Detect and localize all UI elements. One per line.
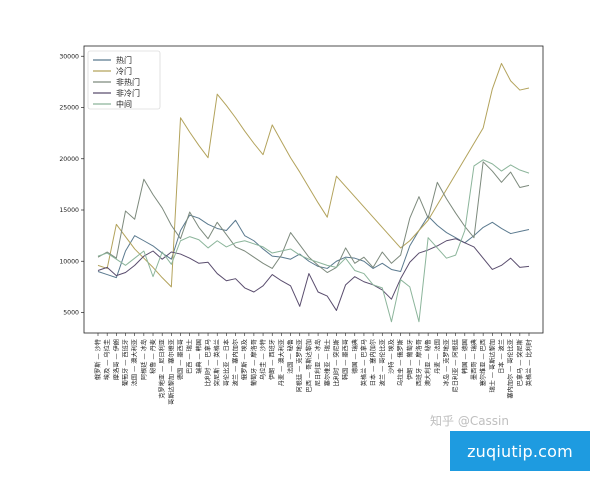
x-tick-label: 韩国 — 墨西哥 — [342, 339, 350, 380]
x-tick-label: 澳大利亚 — 秘鲁 — [424, 339, 432, 386]
site-badge-label: zuqiutip.com — [467, 441, 573, 461]
x-tick-label: 塞尔维亚 — 瑞士 — [323, 339, 331, 386]
y-tick-label: 25000 — [59, 105, 79, 112]
x-tick-label: 巴西 — 瑞士 — [186, 339, 194, 374]
y-tick-label: 20000 — [59, 156, 79, 163]
x-tick-label: 葡萄牙 — 西班牙 — [122, 339, 130, 386]
series-line-4 — [97, 238, 530, 311]
x-tick-label: 比利时 — 突尼斯 — [332, 339, 340, 386]
x-tick-label: 丹麦 — 法国 — [433, 339, 441, 374]
watermark-text: 知乎 @Cassin — [430, 414, 509, 428]
legend-label: 非热门 — [116, 77, 140, 87]
x-tick-label: 尼日利亚 — 冰岛 — [314, 339, 322, 386]
x-tick-label: 塞尔维亚 — 巴西 — [479, 339, 487, 386]
x-tick-label: 巴拿马 — 突尼斯 — [516, 339, 524, 386]
series-line-5 — [97, 159, 530, 323]
x-tick-label: 哥伦比亚 — 日本 — [222, 339, 230, 386]
plot-area — [83, 45, 544, 334]
x-tick-label: 秘鲁 — 丹麦 — [149, 339, 157, 374]
x-tick-label: 德国 — 墨西哥 — [177, 339, 185, 380]
x-tick-label: 哥斯达黎加 — 塞尔维亚 — [167, 339, 175, 405]
x-tick-label: 塞内加尔 — 哥伦比亚 — [507, 339, 515, 399]
x-tick-label: 日本 — 塞内加尔 — [369, 339, 377, 386]
series-line-1 — [97, 214, 530, 279]
legend-box — [87, 50, 161, 110]
x-axis: 俄罗斯 — 沙特 埃及 — 乌拉圭 摩洛哥 — 伊朗 葡萄牙 — 西班牙 法国 — 澳大… — [94, 333, 533, 405]
x-tick-label: 冰岛 — 克罗地亚 — [442, 339, 450, 386]
legend-label: 热门 — [116, 55, 132, 65]
x-tick-label: 韩国 — 德国 — [461, 339, 469, 374]
x-tick-label: 波兰 — 塞内加尔 — [232, 339, 240, 386]
x-tick-label: 沙特 — 埃及 — [387, 339, 395, 374]
series-line-2 — [97, 62, 530, 288]
x-tick-label: 波兰 — 哥伦比亚 — [378, 339, 386, 386]
x-tick-label: 俄罗斯 — 沙特 — [94, 339, 102, 380]
x-tick-label: 伊朗 — 西班牙 — [268, 339, 276, 380]
x-tick-label: 伊朗 — 葡萄牙 — [406, 339, 414, 380]
y-tick-label: 10000 — [59, 258, 79, 265]
x-tick-label: 法国 — 秘鲁 — [287, 339, 295, 374]
x-tick-label: 阿根廷 — 冰岛 — [140, 339, 148, 380]
x-tick-label: 尼日利亚 — 阿根廷 — [452, 339, 460, 392]
x-tick-label: 乌拉圭 — 沙特 — [259, 339, 267, 380]
x-tick-label: 巴西 — 哥斯达黎加 — [305, 339, 313, 392]
x-tick-label: 英格兰 — 比利时 — [525, 339, 533, 386]
x-tick-label: 阿根廷 — 克罗地亚 — [296, 339, 304, 392]
x-tick-label: 德国 — 瑞典 — [351, 339, 359, 374]
x-tick-label: 比利时 — 巴拿马 — [204, 339, 212, 386]
x-tick-label: 俄罗斯 — 埃及 — [241, 339, 249, 380]
y-tick-label: 5000 — [63, 310, 79, 317]
x-tick-label: 瑞典 — 韩国 — [195, 339, 203, 374]
legend-label: 冷门 — [116, 66, 132, 76]
x-tick-label: 英格兰 — 巴拿马 — [360, 339, 368, 386]
x-tick-label: 瑞士 — 哥斯达黎加 — [488, 339, 496, 392]
x-tick-label: 葡萄牙 — 摩洛哥 — [250, 339, 258, 386]
legend-label: 非冷门 — [116, 88, 140, 98]
x-tick-label: 摩洛哥 — 伊朗 — [112, 339, 120, 380]
y-tick-label: 30000 — [59, 53, 79, 60]
legend-label: 中间 — [116, 99, 132, 109]
series-layer — [97, 62, 530, 323]
x-tick-label: 丹麦 — 澳大利亚 — [277, 339, 285, 386]
x-tick-label: 日本 — 波兰 — [497, 339, 505, 374]
y-axis: 5000 10000 15000 20000 25000 30000 — [59, 53, 84, 317]
x-tick-label: 法国 — 澳大利亚 — [131, 339, 139, 386]
y-tick-label: 15000 — [59, 207, 79, 214]
plot-frame — [83, 45, 544, 334]
series-line-3 — [97, 161, 530, 274]
site-badge[interactable]: zuqiutip.com — [450, 431, 590, 471]
x-tick-label: 突尼斯 — 英格兰 — [213, 339, 221, 386]
x-tick-label: 乌拉圭 — 俄罗斯 — [397, 339, 405, 386]
x-tick-label: 埃及 — 乌拉圭 — [103, 339, 111, 380]
x-tick-label: 克罗地亚 — 尼日利亚 — [158, 339, 166, 399]
x-tick-label: 墨西哥 — 瑞典 — [470, 339, 478, 380]
x-tick-label: 西班牙 — 摩洛哥 — [415, 339, 423, 386]
